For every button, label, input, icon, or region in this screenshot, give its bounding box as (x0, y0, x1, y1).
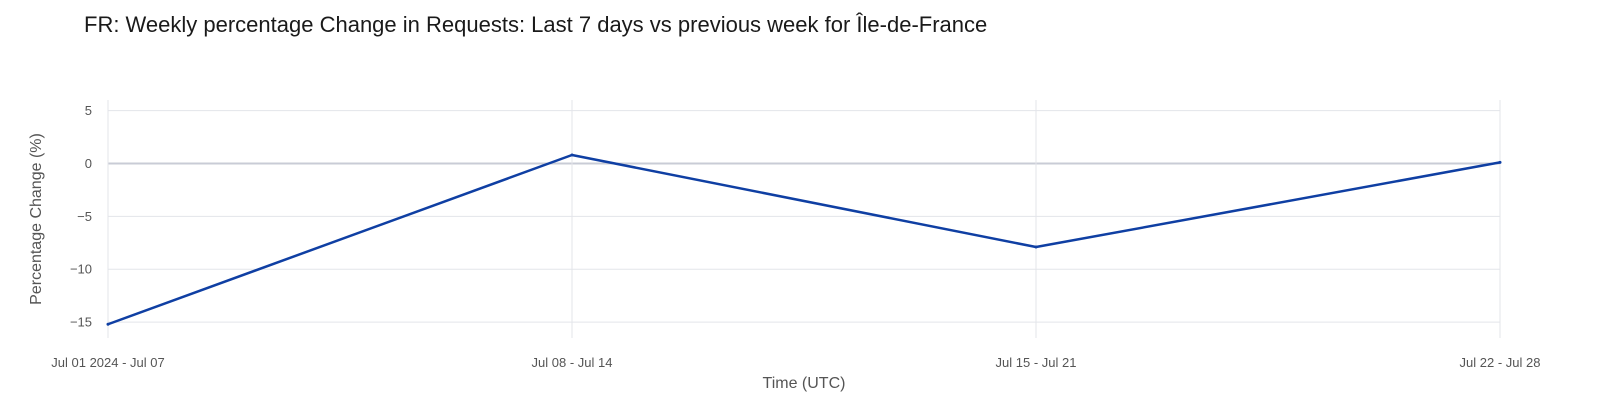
data-point (1034, 245, 1038, 249)
x-axis: Jul 01 2024 - Jul 07 Jul 08 - Jul 14 Jul 1… (51, 355, 1540, 370)
x-tick-label: Jul 22 - Jul 28 (1460, 355, 1541, 370)
y-axis: 5 0 −5 −10 −15 (70, 103, 92, 330)
data-point (570, 153, 574, 157)
x-tick-label: Jul 01 2024 - Jul 07 (51, 355, 164, 370)
x-tick-label: Jul 15 - Jul 21 (996, 355, 1077, 370)
y-tick-label: 5 (85, 103, 92, 118)
grid (107, 100, 1501, 338)
data-point (106, 322, 110, 326)
y-axis-title: Percentage Change (%) (28, 133, 45, 305)
series-line (106, 153, 1502, 326)
x-axis-title: Time (UTC) (763, 375, 846, 392)
series (106, 153, 1502, 326)
y-tick-label: −10 (70, 262, 92, 277)
x-tick-label: Jul 08 - Jul 14 (532, 355, 613, 370)
y-tick-label: −15 (70, 315, 92, 330)
y-tick-label: 0 (85, 156, 92, 171)
data-point (1498, 160, 1502, 164)
y-tick-label: −5 (77, 209, 92, 224)
chart-title: FR: Weekly percentage Change in Requests… (84, 12, 988, 37)
